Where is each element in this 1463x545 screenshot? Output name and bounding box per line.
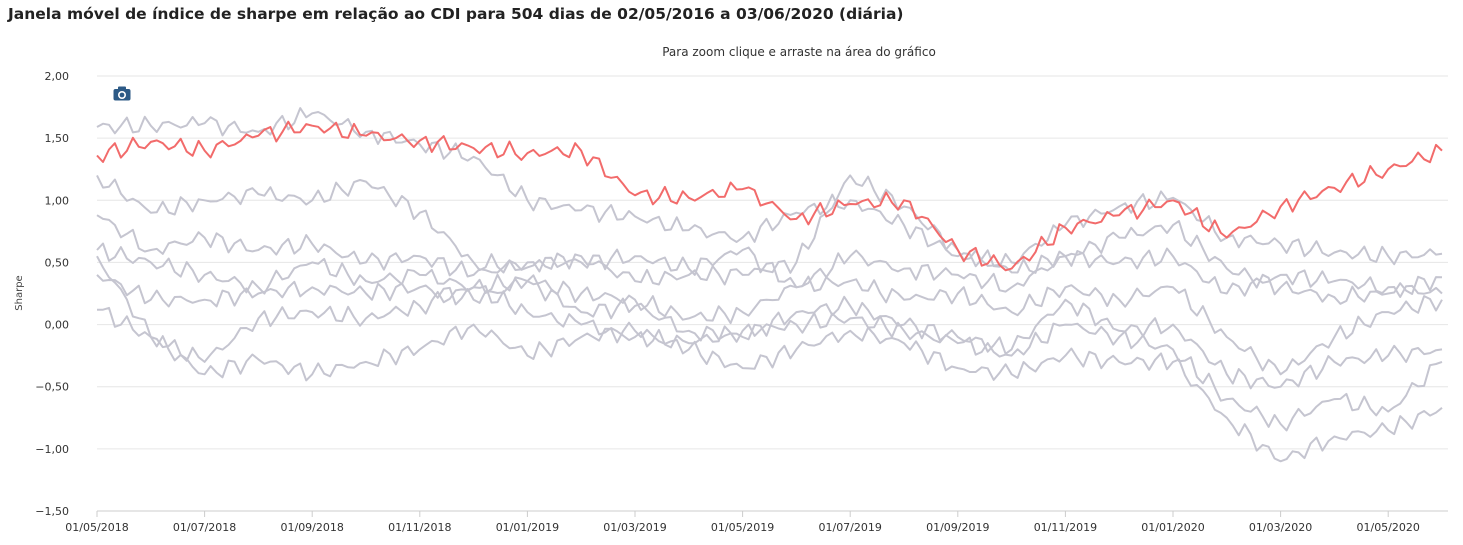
series-line[interactable] <box>96 174 1443 305</box>
x-tick-label: 01/05/2018 <box>65 521 128 534</box>
camera-icon[interactable] <box>113 86 131 101</box>
series-line[interactable] <box>96 255 1443 463</box>
series-line[interactable] <box>96 214 1443 298</box>
x-tick-label: 01/11/2018 <box>388 521 451 534</box>
y-tick-label: 0,00 <box>45 319 70 332</box>
x-tick-label: 01/11/2019 <box>1034 521 1097 534</box>
y-axis-ticks: 2,00 1,50 1,00 0,50 0,00 −0,50 −1,00 −1,50 <box>35 70 69 518</box>
x-tick-label: 01/03/2019 <box>603 521 666 534</box>
chart-title: Janela móvel de índice de sharpe em rela… <box>8 5 904 23</box>
x-tick-label: 01/05/2020 <box>1356 521 1419 534</box>
series-lines <box>96 107 1443 463</box>
x-tick-label: 01/09/2018 <box>280 521 343 534</box>
series-line[interactable] <box>97 285 1443 432</box>
series-line-highlight[interactable] <box>96 120 1443 272</box>
x-tick-label: 01/05/2019 <box>711 521 774 534</box>
y-tick-label: 1,50 <box>45 132 70 145</box>
series-line[interactable] <box>96 274 1443 390</box>
x-tick-label: 01/07/2019 <box>818 521 881 534</box>
grid-lines <box>97 75 1448 450</box>
x-tick-label: 01/09/2019 <box>926 521 989 534</box>
y-axis-label: Sharpe <box>14 275 25 310</box>
x-tick-label: 01/01/2020 <box>1141 521 1204 534</box>
y-tick-label: −1,00 <box>35 443 69 456</box>
y-tick-label: 2,00 <box>45 70 70 83</box>
y-tick-label: 1,00 <box>45 194 70 207</box>
x-tick-label: 01/01/2019 <box>496 521 559 534</box>
y-tick-label: −0,50 <box>35 381 69 394</box>
x-axis-ticks: 01/05/2018 01/07/2018 01/09/2018 01/11/2018… <box>65 511 1420 534</box>
x-tick-label: 01/07/2018 <box>173 521 236 534</box>
chart-subtitle: Para zoom clique e arraste na área do gr… <box>662 45 936 59</box>
x-tick-label: 01/03/2020 <box>1249 521 1312 534</box>
y-tick-label: 0,50 <box>45 256 70 269</box>
y-tick-label: −1,50 <box>35 505 69 518</box>
series-line[interactable] <box>96 242 1443 376</box>
series-line[interactable] <box>96 107 1443 268</box>
